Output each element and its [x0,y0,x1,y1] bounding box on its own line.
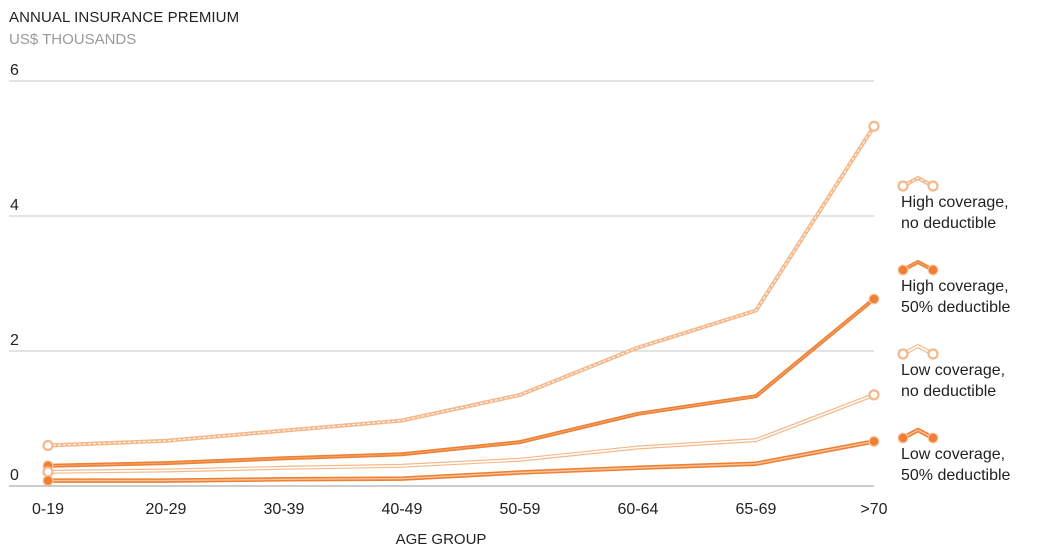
series-line-dash [902,177,934,187]
legend-marker [927,180,939,192]
legend-label: 50% deductible [901,299,1011,316]
legend-label: Low coverage, [901,446,1005,463]
legend-label: no deductible [901,383,996,400]
series-line-inner [47,298,875,467]
legend-item: High coverage, 50% deductible [897,260,1011,316]
data-point-end [868,436,880,447]
data-point-start [42,475,54,487]
legend-marker [897,180,909,192]
legend-marker [927,432,939,444]
series-line-inner [902,429,934,439]
x-axis-tick-labels: 0-19 20-29 30-39 40-49 50-59 60-64 65-69 >70 [32,501,888,518]
legend-label: Low coverage, [901,362,1005,379]
legend-label: High coverage, [901,194,1009,211]
data-point-start [42,439,54,452]
legend-item: Low coverage, 50% deductible [897,427,1011,484]
y-tick-label: 2 [10,332,19,349]
x-tick-label: 40-49 [382,501,423,518]
legend-marker [897,432,909,444]
legend-label: 50% deductible [901,467,1011,484]
legend-label: High coverage, [901,278,1009,295]
chart-subtitle: US$ THOUSANDS [9,31,137,48]
x-tick-label: 30-39 [264,501,305,518]
data-point-end [868,293,880,305]
series-line-inner [902,261,934,271]
series-1 [42,120,880,452]
legend-marker [927,264,939,276]
x-axis-label: AGE GROUP [396,531,487,546]
legend-label: no deductible [901,215,996,232]
y-tick-label: 4 [10,197,19,214]
x-tick-label: 65-69 [736,501,777,518]
x-tick-label: >70 [860,501,887,518]
data-point-end [868,120,880,132]
legend-marker [897,348,909,360]
y-tick-label: 6 [10,62,19,79]
series-layer [42,120,880,487]
chart-title: ANNUAL INSURANCE PREMIUM [9,9,240,26]
series-line-dash [47,125,875,446]
gridlines [9,80,874,487]
series-2 [42,293,880,472]
x-tick-label: 20-29 [146,501,187,518]
legend-marker [897,264,909,276]
series-4 [42,436,880,487]
y-axis-tick-labels: 0 2 4 6 [10,62,19,484]
data-point-start [42,466,54,478]
x-tick-label: 50-59 [500,501,541,518]
legend-item: High coverage, no deductible [897,176,1009,232]
series-3 [42,389,880,478]
series-line-inner [47,394,875,473]
series-line-inner [48,440,875,482]
legend-marker [927,348,939,360]
x-tick-label: 0-19 [32,501,64,518]
x-tick-label: 60-64 [618,501,659,518]
legend-item: Low coverage, no deductible [897,344,1005,400]
series-line-inner [902,345,934,355]
data-point-end [868,389,880,401]
y-tick-label: 0 [10,467,19,484]
